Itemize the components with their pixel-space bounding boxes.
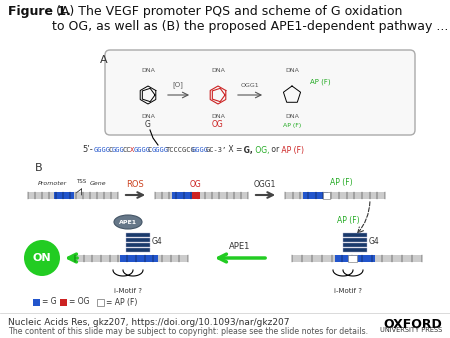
Text: APE1: APE1 xyxy=(230,242,251,251)
Text: C: C xyxy=(108,147,112,153)
Bar xyxy=(75,258,188,262)
Text: OG: OG xyxy=(190,180,202,189)
Text: CC: CC xyxy=(123,147,131,153)
Bar xyxy=(155,195,248,198)
Text: GGG: GGG xyxy=(112,147,125,153)
Text: TCCCGCG: TCCCGCG xyxy=(166,147,196,153)
Bar xyxy=(343,238,367,242)
Text: 5’-: 5’- xyxy=(82,145,93,154)
Text: DNA: DNA xyxy=(141,114,155,119)
Text: The content of this slide may be subject to copyright: please see the slide note: The content of this slide may be subject… xyxy=(8,327,368,336)
Text: GGGG: GGGG xyxy=(94,147,111,153)
Text: APE1: APE1 xyxy=(119,219,137,224)
Bar xyxy=(75,255,188,258)
Bar xyxy=(303,192,328,198)
Bar xyxy=(120,255,158,262)
Text: UNIVERSITY PRESS: UNIVERSITY PRESS xyxy=(380,327,442,333)
Text: G4: G4 xyxy=(152,238,163,246)
Bar xyxy=(126,248,150,252)
Text: G: G xyxy=(145,120,151,129)
Bar xyxy=(335,255,375,262)
Text: AP (F): AP (F) xyxy=(283,123,301,128)
Text: C: C xyxy=(148,147,152,153)
Text: Nucleic Acids Res, gkz207, https://doi.org/10.1093/nar/gkz207: Nucleic Acids Res, gkz207, https://doi.o… xyxy=(8,318,289,327)
FancyBboxPatch shape xyxy=(105,50,415,135)
Text: or: or xyxy=(269,145,279,154)
Text: OGG1: OGG1 xyxy=(241,83,259,88)
Bar xyxy=(28,195,118,198)
Text: Gene: Gene xyxy=(90,181,107,186)
Text: AP (F): AP (F) xyxy=(279,145,304,154)
Bar xyxy=(285,192,385,195)
Bar xyxy=(285,195,385,198)
Text: OG: OG xyxy=(212,120,224,129)
Text: = AP (F): = AP (F) xyxy=(106,297,137,307)
Text: AP (F): AP (F) xyxy=(337,216,359,225)
Text: AP (F): AP (F) xyxy=(310,79,331,85)
Text: DNA: DNA xyxy=(285,114,299,119)
Text: [O]: [O] xyxy=(172,81,184,88)
Text: X =: X = xyxy=(225,145,242,154)
Bar xyxy=(126,233,150,237)
Text: G,: G, xyxy=(241,145,252,154)
Bar xyxy=(155,192,248,195)
Text: GGGG: GGGG xyxy=(152,147,169,153)
Bar xyxy=(97,298,104,306)
Text: DNA: DNA xyxy=(141,68,155,73)
Bar xyxy=(343,243,367,247)
Bar xyxy=(348,255,357,262)
Text: GC-3’: GC-3’ xyxy=(206,147,227,153)
Text: TSS: TSS xyxy=(76,179,86,184)
Text: G4: G4 xyxy=(369,238,380,246)
Text: = OG: = OG xyxy=(69,297,90,307)
Text: GGGG: GGGG xyxy=(191,147,208,153)
Text: DNA: DNA xyxy=(211,114,225,119)
Text: A: A xyxy=(100,55,108,65)
Text: OGG1: OGG1 xyxy=(254,180,276,189)
Text: Figure 1.: Figure 1. xyxy=(8,5,71,18)
Bar xyxy=(60,298,67,306)
Text: GGGG: GGGG xyxy=(134,147,151,153)
Text: DNA: DNA xyxy=(211,68,225,73)
Text: B: B xyxy=(35,163,43,173)
Text: OG,: OG, xyxy=(252,145,269,154)
Bar xyxy=(292,255,422,258)
Circle shape xyxy=(24,240,60,276)
Bar xyxy=(292,258,422,262)
Text: ROS: ROS xyxy=(126,180,144,189)
Text: X: X xyxy=(130,147,134,153)
Text: Promoter: Promoter xyxy=(37,181,67,186)
Bar xyxy=(192,192,200,198)
Bar xyxy=(54,192,74,198)
Text: (A) The VEGF promoter PQS and scheme of G oxidation
to OG, as well as (B) the pr: (A) The VEGF promoter PQS and scheme of … xyxy=(52,5,448,33)
Text: i-Motif ?: i-Motif ? xyxy=(334,288,362,294)
Bar xyxy=(323,192,330,198)
Bar xyxy=(126,238,150,242)
Text: = G: = G xyxy=(42,297,57,307)
Text: DNA: DNA xyxy=(285,68,299,73)
Bar xyxy=(126,243,150,247)
Bar xyxy=(343,248,367,252)
Text: AP (F): AP (F) xyxy=(330,178,353,187)
Bar xyxy=(343,233,367,237)
Bar xyxy=(28,192,118,195)
Ellipse shape xyxy=(114,215,142,229)
Text: i-Motif ?: i-Motif ? xyxy=(114,288,142,294)
Bar xyxy=(33,298,40,306)
Bar xyxy=(172,192,197,198)
Text: ON: ON xyxy=(33,253,51,263)
Text: OXFORD: OXFORD xyxy=(383,318,442,331)
